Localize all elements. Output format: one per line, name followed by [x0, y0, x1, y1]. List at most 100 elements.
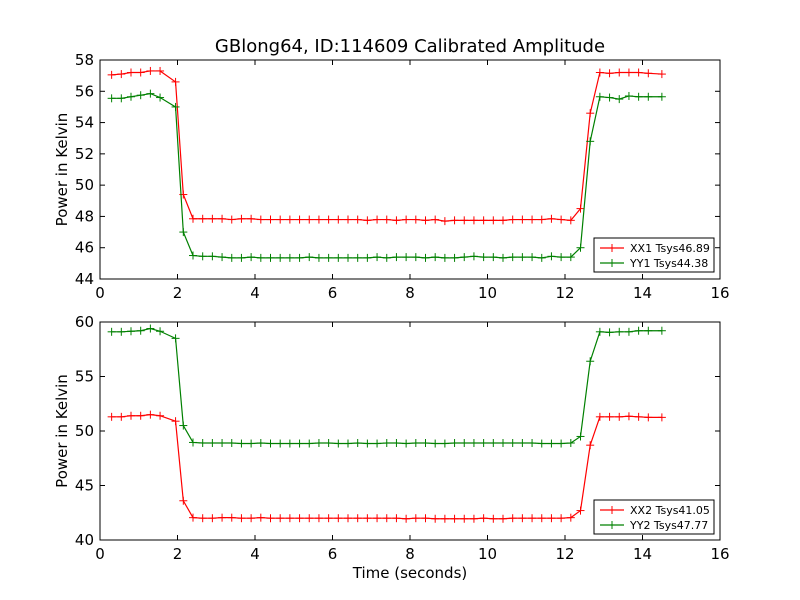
- data-point: [382, 438, 391, 447]
- data-point: [266, 514, 275, 523]
- legend-entry: XX2 Tsys41.05: [600, 504, 710, 517]
- data-point: [595, 68, 604, 77]
- data-point: [295, 253, 304, 262]
- data-point: [156, 93, 165, 102]
- data-point: [189, 513, 197, 522]
- data-point: [237, 439, 246, 448]
- data-point: [499, 438, 507, 447]
- data-point: [547, 514, 556, 523]
- data-point: [460, 514, 469, 523]
- y-tick-label: 58: [75, 51, 94, 69]
- data-point: [136, 411, 145, 420]
- data-point: [324, 253, 333, 262]
- data-point: [117, 412, 126, 421]
- legend-label: XX2 Tsys41.05: [630, 504, 710, 517]
- data-point: [156, 66, 165, 75]
- x-tick-label: 2: [173, 284, 183, 302]
- data-point: [392, 253, 401, 262]
- data-point: [605, 93, 614, 102]
- data-point: [247, 439, 256, 448]
- data-point: [537, 439, 546, 448]
- data-point: [460, 216, 469, 225]
- legend-label: XX1 Tsys46.89: [630, 242, 710, 255]
- data-point: [247, 514, 256, 523]
- x-tick-label: 14: [633, 284, 652, 302]
- data-point: [624, 68, 633, 77]
- data-point: [644, 69, 653, 78]
- x-tick-label: 16: [710, 545, 729, 563]
- data-point: [117, 327, 126, 336]
- data-point: [324, 215, 333, 224]
- y-axis-label: Power in Kelvin: [53, 113, 71, 227]
- data-point: [218, 438, 227, 447]
- data-point: [479, 438, 488, 447]
- data-point: [314, 514, 323, 523]
- data-point: [107, 94, 116, 103]
- data-point: [615, 95, 624, 104]
- data-point: [605, 328, 614, 337]
- data-point: [256, 215, 265, 224]
- data-point: [576, 204, 585, 213]
- data-point: [469, 438, 478, 447]
- data-point: [392, 514, 401, 523]
- data-point: [518, 438, 527, 447]
- data-point: [373, 253, 382, 262]
- data-point: [489, 514, 498, 523]
- data-point: [566, 438, 575, 447]
- x-tick-label: 0: [95, 284, 105, 302]
- data-point: [247, 214, 256, 223]
- data-point: [518, 215, 527, 224]
- data-point: [566, 253, 575, 262]
- data-point: [146, 324, 155, 333]
- data-point: [314, 253, 323, 262]
- data-point: [127, 411, 135, 420]
- data-point: [557, 514, 566, 523]
- x-tick-label: 4: [250, 545, 260, 563]
- series-1: [107, 410, 666, 523]
- data-point: [237, 214, 246, 223]
- data-point: [117, 94, 126, 103]
- data-point: [136, 91, 145, 100]
- data-point: [460, 438, 469, 447]
- data-point: [431, 439, 440, 448]
- data-point: [189, 251, 197, 260]
- data-point: [127, 68, 135, 77]
- data-point: [528, 215, 537, 224]
- x-tick-label: 6: [328, 284, 338, 302]
- data-point: [586, 441, 595, 450]
- series-line: [111, 93, 662, 259]
- data-point: [634, 68, 643, 77]
- panel-2: 0 2 4 6 8 10 12 14 16 40 45 50 55 60 Power in Kelvin XX…: [53, 313, 730, 563]
- data-point: [146, 89, 155, 98]
- data-point: [657, 92, 666, 101]
- x-tick-label: 10: [478, 284, 497, 302]
- data-point: [344, 253, 352, 262]
- data-point: [266, 215, 275, 224]
- data-point: [136, 68, 145, 77]
- data-point: [305, 253, 314, 262]
- data-point: [605, 412, 614, 421]
- data-point: [576, 243, 585, 252]
- data-point: [107, 327, 116, 336]
- data-point: [508, 438, 517, 447]
- data-point: [117, 70, 126, 79]
- data-point: [411, 438, 420, 447]
- data-point: [227, 513, 236, 522]
- x-tick-label: 8: [405, 284, 415, 302]
- y-tick-label: 52: [75, 145, 94, 163]
- data-point: [402, 215, 411, 224]
- data-point: [634, 412, 643, 421]
- data-point: [305, 439, 314, 448]
- data-point: [431, 514, 440, 523]
- data-point: [402, 514, 411, 523]
- data-point: [421, 514, 430, 523]
- y-tick-label: 55: [75, 368, 94, 386]
- data-point: [198, 252, 207, 261]
- data-point: [537, 215, 546, 224]
- data-point: [508, 215, 517, 224]
- data-point: [285, 253, 294, 262]
- x-tick-label: 4: [250, 284, 260, 302]
- data-point: [657, 326, 666, 335]
- data-point: [227, 438, 236, 447]
